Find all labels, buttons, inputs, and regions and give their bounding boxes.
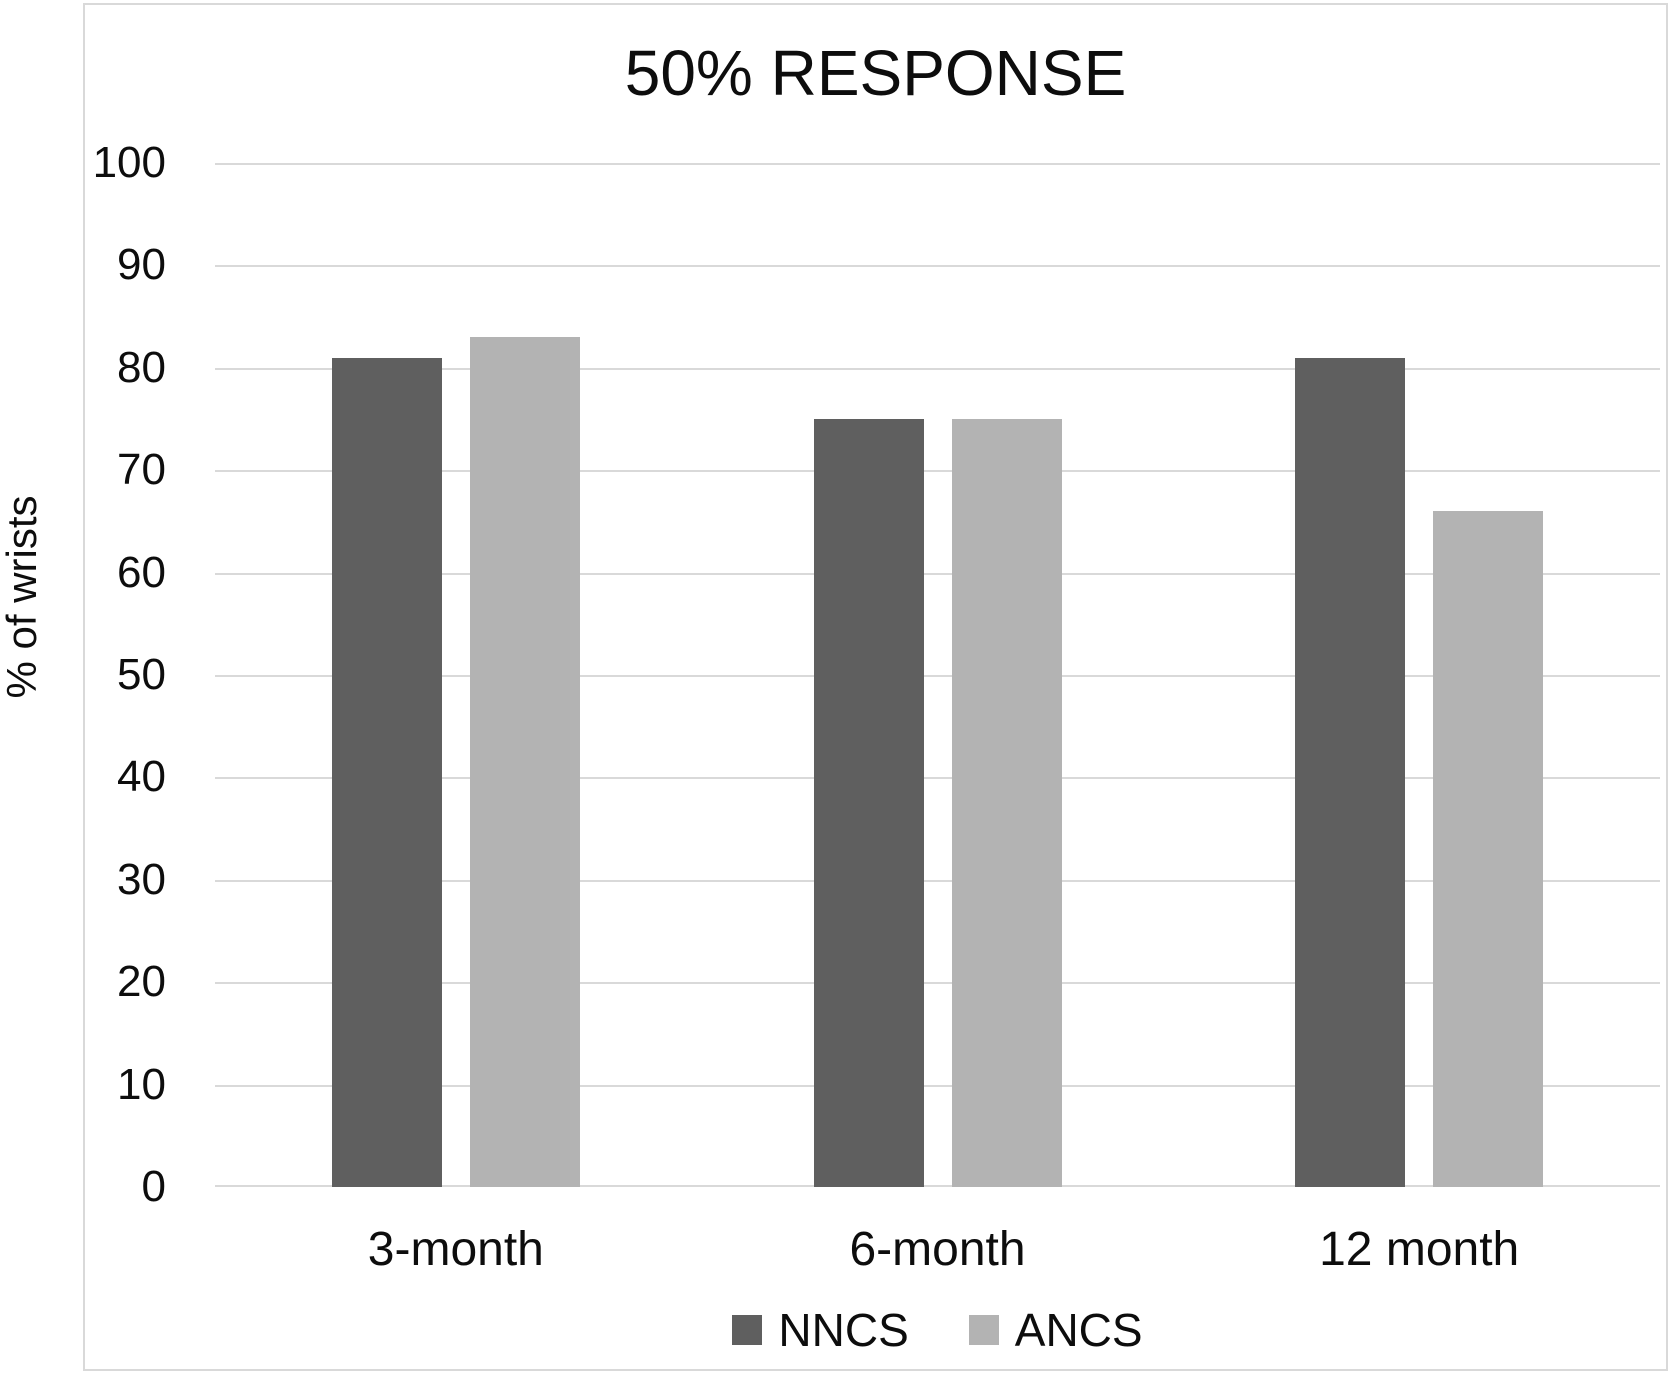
legend-label-nncs: NNCS: [778, 1304, 909, 1356]
bar-groups: [215, 163, 1660, 1187]
gridline-100: [215, 163, 1660, 165]
gridline-50: [215, 675, 1660, 677]
plot-area: 0 10 20 30 40 50 60 70 80 90 100: [93, 141, 1660, 1209]
bar-ancs-12 month: [1433, 511, 1544, 1187]
y-tick-label-100: 100: [92, 138, 166, 187]
bar-nncs-6-month: [813, 419, 924, 1187]
legend: NNCS ANCS: [215, 1303, 1660, 1357]
y-tick-label-70: 70: [117, 445, 166, 495]
gridline-0: [215, 1185, 1660, 1187]
legend-label-ancs: ANCS: [1014, 1304, 1143, 1356]
gridline-20: [215, 982, 1660, 985]
bar-group-6-month: [697, 163, 1179, 1187]
bar-group-3-month: [215, 163, 697, 1187]
y-tick-label-60: 60: [117, 547, 166, 597]
bar-nncs-3-month: [331, 357, 442, 1187]
y-tick-label-80: 80: [117, 342, 166, 392]
bar-ancs-6-month: [951, 419, 1062, 1187]
y-tick-label-20: 20: [117, 957, 166, 1007]
y-tick-label-0: 0: [141, 1162, 166, 1211]
legend-swatch-ancs: [968, 1315, 999, 1345]
gridline-80: [215, 367, 1660, 370]
gridline-60: [215, 572, 1660, 575]
x-tick-label-6-month: 6-month: [849, 1223, 1026, 1276]
bar-ancs-3-month: [469, 337, 580, 1187]
legend-item-nncs: NNCS: [732, 1303, 909, 1357]
x-axis-tick-labels: 3-month 6-month 12 month: [215, 1222, 1660, 1277]
gridline-90: [215, 265, 1660, 268]
legend-swatch-nncs: [732, 1315, 763, 1345]
gridline-40: [215, 777, 1660, 780]
bar-group-12 month: [1178, 163, 1660, 1187]
gridline-30: [215, 879, 1660, 882]
x-tick-label-12 month: 12 month: [1319, 1223, 1520, 1276]
y-tick-label-90: 90: [117, 240, 166, 290]
gridline-70: [215, 470, 1660, 473]
y-tick-label-10: 10: [117, 1059, 166, 1109]
chart-title: 50% RESPONSE: [624, 37, 1127, 109]
y-tick-label-40: 40: [117, 752, 166, 802]
y-tick-label-30: 30: [117, 854, 166, 904]
gridline-10: [215, 1084, 1660, 1087]
y-tick-label-50: 50: [117, 650, 166, 699]
y-axis-title: % of wrists: [0, 495, 45, 699]
bar-nncs-12 month: [1295, 357, 1406, 1187]
legend-item-ancs: ANCS: [968, 1303, 1143, 1357]
x-tick-label-3-month: 3-month: [367, 1223, 544, 1276]
